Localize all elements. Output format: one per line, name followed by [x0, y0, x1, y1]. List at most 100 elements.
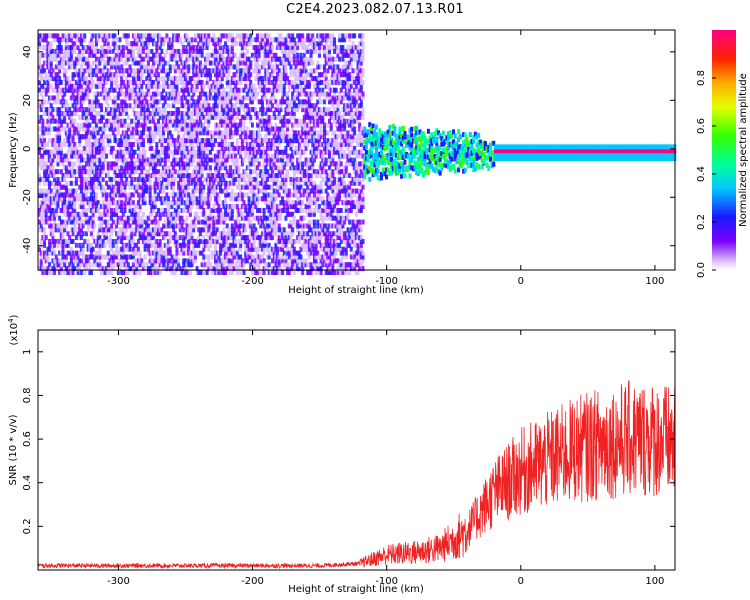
heatmap-cell	[53, 176, 57, 182]
heatmap-cell	[242, 60, 246, 66]
heatmap-cell	[257, 52, 261, 58]
heatmap-cell	[123, 231, 127, 237]
heatmap-cell	[91, 157, 95, 163]
heatmap-cell	[138, 153, 142, 159]
heatmap-cell	[63, 227, 67, 233]
heatmap-cell	[136, 246, 140, 252]
heatmap-cell	[198, 196, 202, 202]
heatmap-cell	[235, 184, 239, 190]
heatmap-cell	[262, 196, 266, 202]
chart-title: C2E4.2023.082.07.13.R01	[286, 2, 464, 17]
heatmap-cell	[229, 48, 233, 54]
heatmap-cell	[141, 79, 145, 85]
heatmap-cell	[247, 153, 251, 159]
heatmap-cell	[155, 68, 159, 74]
heatmap-cell	[43, 45, 47, 51]
heatmap-cell	[195, 126, 199, 132]
heatmap-cell	[173, 176, 177, 182]
heatmap-cell	[170, 223, 174, 229]
heatmap-cell	[167, 91, 171, 97]
heatmap-cell	[255, 258, 259, 264]
heatmap-cell	[120, 153, 124, 159]
heatmap-cell	[264, 149, 268, 155]
heatmap-cell	[277, 262, 281, 268]
heatmap-cell	[81, 95, 85, 101]
heatmap-cell	[252, 200, 256, 206]
heatmap-cell	[63, 110, 67, 116]
heatmap-cell	[222, 68, 226, 74]
heatmap-cell	[229, 33, 233, 39]
heatmap-cell	[240, 138, 244, 144]
heatmap-cell	[73, 130, 77, 136]
heatmap-cell	[237, 231, 241, 237]
heatmap-cell	[116, 219, 120, 225]
heatmap-cell	[83, 134, 87, 140]
heatmap-cell	[53, 145, 57, 151]
heatmap-cell	[252, 223, 256, 229]
heatmap-cell	[225, 122, 229, 128]
heatmap-cell	[120, 76, 124, 82]
heatmap-cell	[123, 235, 127, 241]
heatmap-cell	[146, 37, 150, 43]
heatmap-cell	[98, 126, 102, 132]
heatmap-cell	[78, 173, 82, 179]
heatmap-cell	[271, 266, 275, 272]
heatmap-cell	[240, 176, 244, 182]
heatmap-cell	[180, 142, 184, 147]
heatmap-cell	[210, 87, 214, 93]
heatmap-cell	[86, 227, 90, 233]
heatmap-cell	[165, 254, 169, 260]
heatmap-cell	[168, 231, 172, 237]
heatmap-cell	[227, 122, 231, 128]
heatmap-cell	[260, 33, 264, 39]
heatmap-cell	[177, 64, 181, 70]
heatmap-cell	[240, 52, 244, 58]
heatmap-cell	[229, 180, 233, 186]
heatmap-cell	[46, 153, 50, 159]
heatmap-cell	[219, 41, 223, 47]
heatmap-cell	[123, 173, 127, 179]
heatmap-cell	[208, 76, 212, 82]
heatmap-cell	[227, 231, 231, 237]
heatmap-cell	[123, 99, 127, 105]
heatmap-cell	[146, 87, 150, 93]
heatmap-cell	[145, 56, 149, 62]
heatmap-cell	[89, 130, 93, 136]
heatmap-cell	[239, 207, 243, 213]
heatmap-cell	[105, 107, 109, 113]
heatmap-cell	[187, 235, 191, 241]
heatmap-cell	[172, 99, 176, 105]
heatmap-cell	[64, 110, 68, 116]
heatmap-cell	[175, 142, 179, 147]
heatmap-cell	[88, 200, 92, 206]
heatmap-cell	[78, 215, 82, 221]
heatmap-cell	[162, 235, 166, 241]
heatmap-cell	[138, 223, 142, 229]
heatmap-cell	[71, 211, 75, 217]
heatmap-cell	[46, 56, 50, 62]
heatmap-cell	[111, 254, 115, 260]
heatmap-cell	[39, 72, 43, 78]
heatmap-cell	[242, 184, 246, 190]
heatmap-cell	[249, 91, 253, 97]
heatmap-cell	[178, 114, 182, 120]
heatmap-cell	[182, 235, 186, 241]
heatmap-cell	[229, 60, 233, 66]
heatmap-cell	[259, 118, 263, 124]
heatmap-cell	[222, 33, 226, 39]
heatmap-cell	[96, 184, 100, 190]
heatmap-cell	[86, 219, 90, 225]
heatmap-cell	[234, 238, 238, 244]
heatmap-cell	[138, 95, 142, 101]
heatmap-cell	[250, 254, 254, 260]
heatmap-cell	[110, 188, 114, 194]
heatmap-cell	[240, 68, 244, 74]
heatmap-cell	[235, 254, 239, 260]
heatmap-cell	[105, 153, 109, 159]
heatmap-cell	[94, 207, 98, 213]
heatmap-cell	[165, 242, 169, 248]
heatmap-cell	[182, 79, 186, 85]
heatmap-cell	[225, 134, 229, 140]
heatmap-cell	[49, 223, 53, 229]
heatmap-cell	[267, 262, 271, 268]
